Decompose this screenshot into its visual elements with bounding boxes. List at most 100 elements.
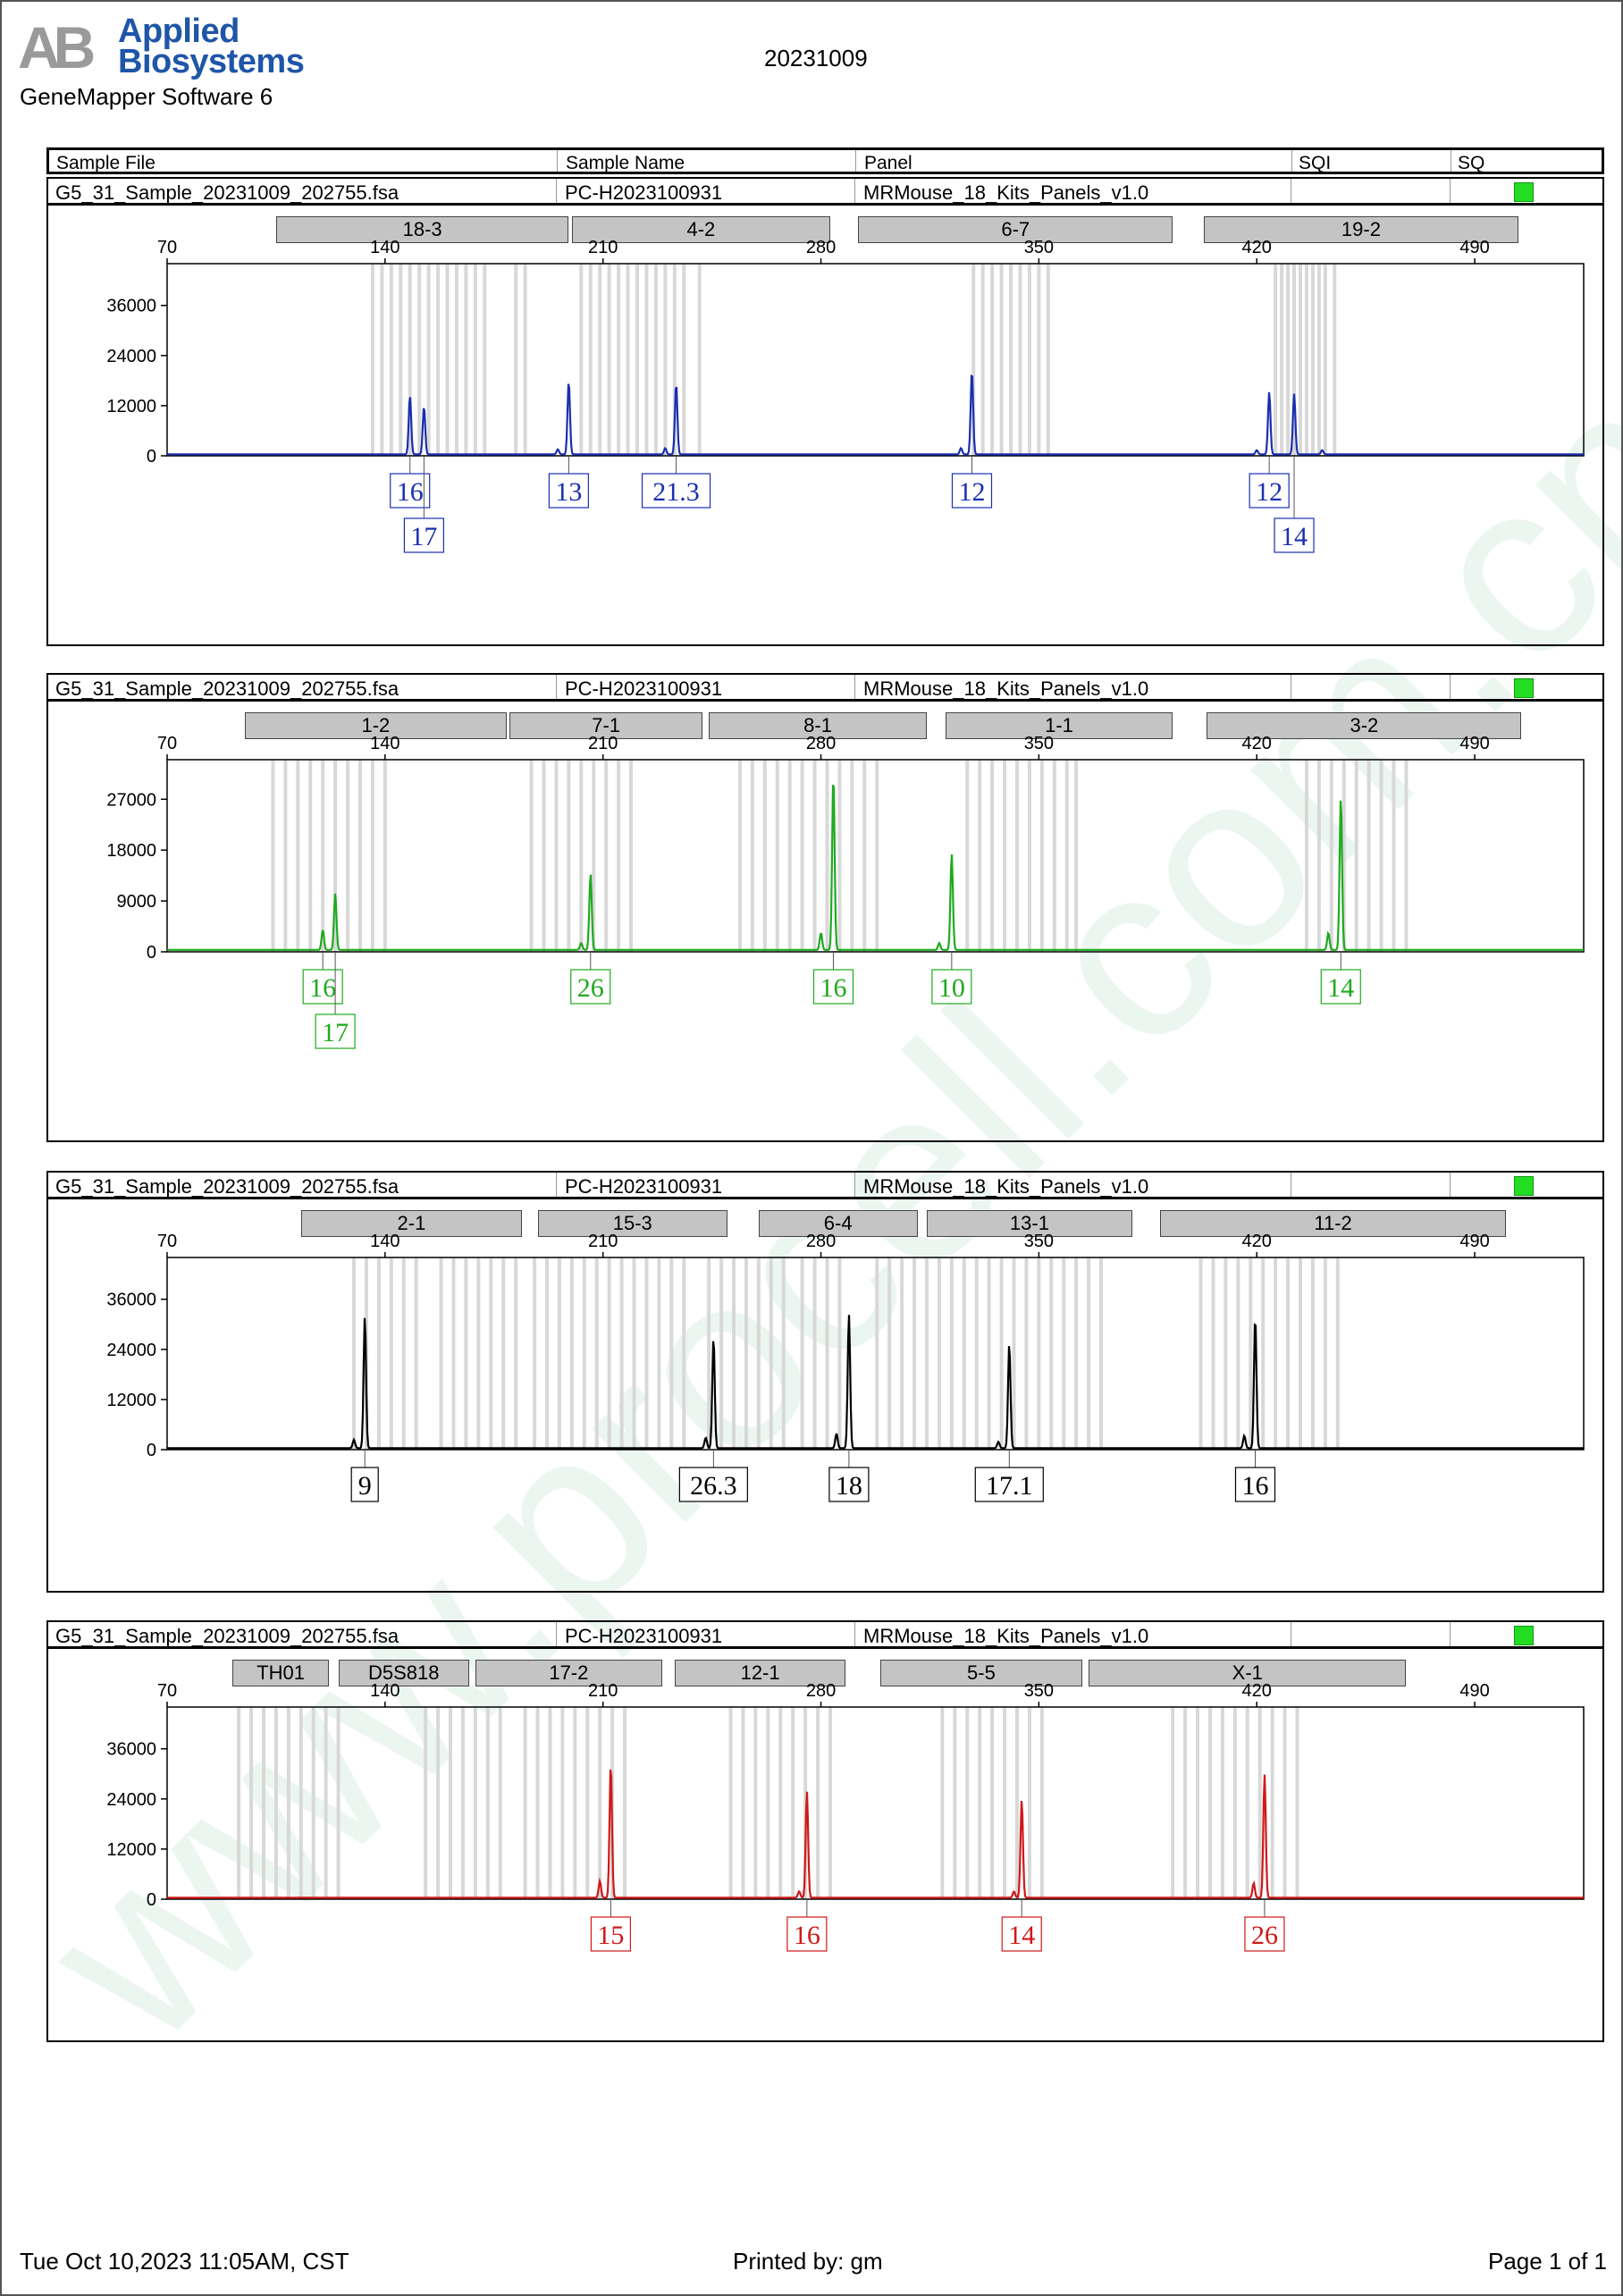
bin-line (1024, 1257, 1029, 1450)
bin-line (971, 264, 976, 456)
bin-line (1304, 264, 1308, 456)
bin-line (1333, 264, 1337, 456)
bin-line (1404, 760, 1409, 952)
plot-area: 70 140 210 280 350 420 490 0 12000 24000 36000 9 26.… (106, 1232, 1585, 1502)
bin-line (1274, 1257, 1278, 1450)
bin-line (1037, 1257, 1041, 1450)
bin-line (1198, 1257, 1203, 1450)
bin-line (1039, 760, 1044, 952)
bin-line (573, 1707, 577, 1899)
y-tick-label: 36000 (106, 297, 156, 316)
bin-line (744, 1257, 748, 1450)
marker-12-1: 12-1 (674, 1660, 846, 1686)
bin-line (940, 1707, 945, 1899)
allele-label: 16 (309, 973, 336, 1003)
col-sqi: SQI (1299, 153, 1332, 173)
bin-line (900, 1257, 904, 1450)
bin-line (837, 760, 842, 952)
bin-line (451, 1257, 456, 1450)
bin-line (1018, 264, 1022, 456)
bin-line (346, 760, 350, 952)
bin-line (1323, 264, 1327, 456)
bin-line (787, 760, 792, 952)
bin-line (449, 1707, 452, 1899)
bin-line (1310, 264, 1315, 456)
bin-line (1232, 1707, 1237, 1899)
bin-line (473, 1707, 477, 1899)
bin-line (812, 1257, 817, 1450)
y-tick-label: 36000 (106, 1740, 156, 1760)
bin-line (657, 1257, 661, 1450)
bin-line (812, 760, 817, 952)
page-number: Page 1 of 1 (1488, 2248, 1607, 2275)
allele-box (302, 969, 343, 1005)
bin-line (623, 1707, 627, 1899)
bin-line (953, 1707, 957, 1899)
bin-line (454, 264, 458, 456)
y-tick-label: 24000 (106, 1790, 156, 1810)
plot-area: 70 140 210 280 350 420 490 0 12000 24000 36000 16 17… (106, 238, 1585, 553)
allele-box (350, 1467, 379, 1502)
bin-line (1270, 1707, 1274, 1899)
plot-frame (166, 1706, 1585, 1900)
x-tick-label: 70 (157, 238, 177, 257)
bin-line (249, 1707, 254, 1899)
bin-line (999, 264, 1004, 456)
printed-by: Printed by: gm (733, 2248, 883, 2275)
y-tick-label: 18000 (106, 841, 156, 861)
x-tick-label: 140 (370, 1232, 399, 1251)
print-timestamp: Tue Oct 10,2023 11:05AM, CST (20, 2248, 349, 2275)
bin-line (535, 1707, 540, 1899)
bin-line (554, 760, 559, 952)
bin-line (383, 760, 387, 952)
x-tick-label: 420 (1242, 238, 1272, 257)
bin-line (1257, 1707, 1262, 1899)
allele-box (641, 473, 711, 509)
y-tick-label: 24000 (106, 347, 156, 366)
bin-line (653, 264, 658, 456)
bin-line (887, 1257, 892, 1450)
bin-line (569, 1257, 574, 1450)
bin-line (1027, 760, 1031, 952)
y-tick-label: 12000 (106, 1840, 156, 1860)
bin-line (1261, 1257, 1266, 1450)
bin-line (414, 1257, 418, 1450)
col-panel: Panel (864, 153, 912, 173)
bin-line (875, 1257, 879, 1450)
bin-line (719, 1257, 724, 1450)
allele-box (812, 969, 854, 1005)
signal-trace (167, 374, 1584, 456)
x-tick-label: 490 (1459, 1681, 1489, 1701)
signal-trace (167, 784, 1584, 951)
x-tick-label: 140 (370, 1681, 399, 1701)
bin-line (617, 760, 621, 952)
allele-box (786, 1916, 828, 1952)
bin-line (1379, 760, 1383, 952)
bin-line (1299, 264, 1302, 456)
allele-label: 14 (1008, 1921, 1035, 1950)
bin-line (1046, 264, 1050, 456)
bin-line (962, 1257, 966, 1450)
x-tick-label: 280 (806, 238, 836, 257)
bin-line (791, 1707, 795, 1899)
allele-box (1249, 473, 1290, 509)
bin-line (594, 1257, 599, 1450)
allele-box (1320, 969, 1361, 1005)
allele-box (1274, 517, 1315, 553)
bin-line (533, 1257, 537, 1450)
column-header-row: Sample File Sample Name Panel SQI SQ (46, 147, 1604, 174)
bin-line (1027, 264, 1031, 456)
bin-line (1015, 1707, 1019, 1899)
bin-line (816, 1707, 820, 1899)
allele-box (570, 969, 611, 1005)
bin-line (1039, 1707, 1044, 1899)
x-tick-label: 70 (157, 1232, 177, 1251)
bin-line (912, 1257, 917, 1450)
x-tick-label: 420 (1242, 1681, 1272, 1701)
allele-box (590, 1916, 632, 1952)
bin-line (1087, 1257, 1091, 1450)
bin-line (965, 1707, 970, 1899)
allele-label: 16 (1241, 1471, 1268, 1501)
allele-label: 10 (938, 973, 965, 1003)
allele-label: 15 (597, 1921, 624, 1950)
